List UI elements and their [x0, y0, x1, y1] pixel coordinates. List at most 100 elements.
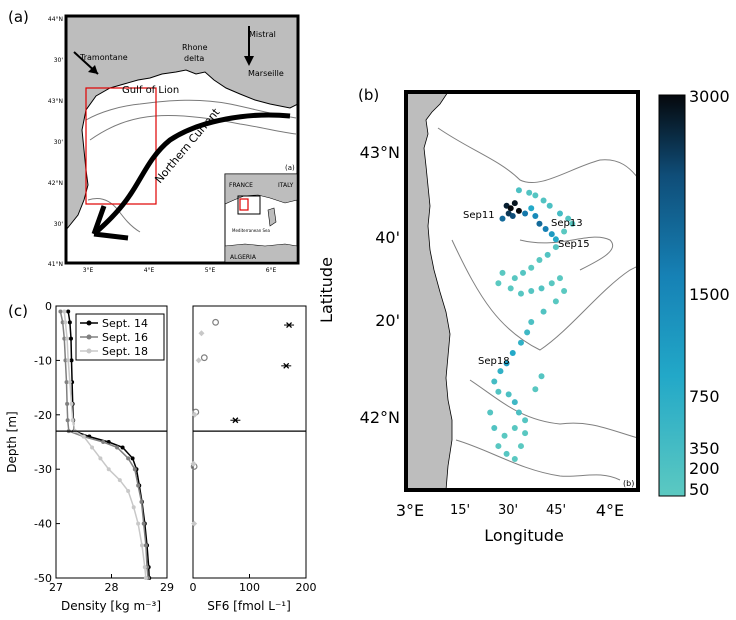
data-point	[142, 565, 147, 570]
panel-b-lat-tick: 40'	[375, 228, 400, 247]
panel-a-tramontane-arrowhead	[88, 65, 98, 74]
x-tick-label: 200	[296, 581, 317, 594]
y-tick-label: 0	[45, 300, 52, 313]
data-point	[67, 380, 72, 385]
panel-b-lat-tick: 20'	[375, 311, 400, 330]
data-point	[64, 380, 69, 385]
panel-b-lon-tick: 45'	[546, 503, 566, 518]
station-point	[507, 285, 514, 292]
station-point	[520, 269, 527, 276]
data-point	[63, 358, 68, 363]
data-point	[143, 576, 148, 580]
panel-a-lat-tick: 43°N	[48, 98, 63, 105]
panel-a-lon-tick: 5°E	[205, 267, 216, 274]
data-point	[139, 499, 144, 504]
panel-a-inset: (a) FRANCE ITALY ALGERIA Mediterranean S…	[224, 164, 298, 263]
y-tick-label: -30	[34, 463, 52, 476]
data-point	[66, 358, 71, 363]
data-point	[66, 309, 71, 314]
data-point	[81, 434, 86, 439]
panel-a-gulf-label: Gulf of Lion	[122, 85, 179, 96]
legend-marker	[86, 334, 92, 340]
panel-a-delta-label: delta	[184, 54, 204, 63]
panel-a-lat-tick: 42°N	[48, 180, 63, 187]
x-tick-label: 100	[239, 581, 260, 594]
data-point	[69, 401, 74, 406]
data-point	[131, 505, 136, 510]
legend-marker	[86, 320, 92, 326]
station-point	[526, 189, 533, 196]
data-point	[140, 543, 145, 548]
panel-b-ylabel: Latitude	[317, 257, 336, 323]
panel-b-lon-tick: 3°E	[396, 501, 424, 520]
data-point	[191, 411, 198, 418]
panel-b-station: Sep11	[463, 210, 495, 221]
station-point	[522, 210, 529, 217]
station-point	[561, 228, 568, 235]
data-point	[212, 318, 220, 326]
panel-b-colorbar-ticks: 3000 1500 750 350 200 50	[689, 87, 730, 499]
data-point	[63, 320, 68, 325]
panel-b-corner-label: (b)	[623, 479, 634, 488]
station-point	[532, 386, 539, 393]
data-point	[65, 401, 70, 406]
station-point	[503, 360, 510, 367]
station-point	[565, 215, 572, 222]
data-point	[67, 320, 72, 325]
y-tick-label: -10	[34, 354, 52, 367]
data-point	[126, 488, 131, 493]
panel-a-inset-algeria: ALGERIA	[230, 254, 257, 261]
station-point	[528, 264, 535, 271]
data-point	[195, 357, 202, 364]
legend-marker	[86, 348, 92, 354]
data-point	[120, 445, 125, 450]
station-point	[517, 339, 524, 346]
station-point	[495, 443, 502, 450]
station-point	[503, 450, 510, 457]
station-point	[511, 424, 518, 431]
panel-a-inset-sea: Mediterranean Sea	[232, 228, 271, 233]
panel-a-tramontane-label: Tramontane	[79, 53, 128, 62]
station-point	[538, 373, 545, 380]
station-point	[522, 430, 529, 437]
panel-a-isobath-2	[89, 114, 297, 141]
station-point	[524, 329, 531, 336]
data-point	[115, 445, 120, 450]
panel-a-inset-europe	[224, 173, 298, 205]
colorbar-tick: 1500	[689, 285, 730, 304]
station-point	[546, 202, 553, 209]
station-point	[515, 207, 522, 214]
panel-b-points	[487, 187, 576, 462]
panel-a-inset-label: (a)	[285, 164, 295, 172]
panel-b-station: Sep18	[478, 356, 510, 367]
station-point	[501, 432, 508, 439]
panel-b-lon-tick: 30'	[498, 503, 518, 518]
station-point	[540, 197, 547, 204]
data-point	[136, 483, 141, 488]
panel-a-lon-tick: 3°E	[83, 267, 94, 274]
station-point	[528, 319, 535, 326]
station-point	[532, 192, 539, 199]
data-point	[132, 467, 137, 472]
panel-b-lat-ticks: 43°N 40' 20' 42°N	[360, 143, 400, 427]
legend-label: Sept. 16	[102, 331, 148, 344]
panel-c-sf6-xlabel: SF6 [fmol L⁻¹]	[207, 599, 291, 613]
colorbar-tick: 750	[689, 387, 720, 406]
data-point	[98, 456, 103, 461]
data-point	[62, 309, 67, 314]
station-point	[540, 308, 547, 315]
panel-b-station: Sep15	[558, 239, 590, 250]
panel-b-isobath-3	[519, 236, 613, 271]
data-point	[62, 336, 67, 341]
panel-a-rhone-label: Rhone	[182, 43, 208, 52]
station-point	[522, 417, 529, 424]
station-point	[487, 409, 494, 416]
station-point	[552, 236, 559, 243]
station-point	[556, 275, 563, 282]
panel-a-current-arrowhead	[91, 205, 129, 241]
panel-b-colorbar	[658, 94, 686, 497]
panel-a: (a) Tramontane Rhone delta Mistral Marse…	[8, 8, 300, 274]
panel-a-lon-tick: 6°E	[266, 267, 277, 274]
panel-a-lon-ticks: 3°E 4°E 5°E 6°E	[83, 267, 277, 274]
